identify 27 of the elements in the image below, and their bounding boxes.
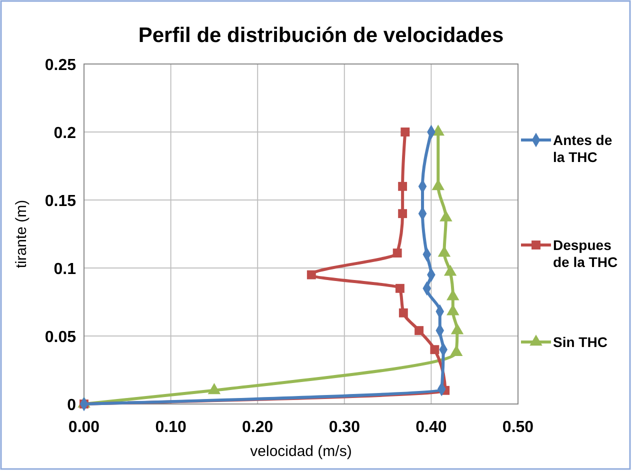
y-tick-label: 0.2 <box>54 125 76 142</box>
x-axis-title: velocidad (m/s) <box>250 443 352 460</box>
chart-title: Perfil de distribución de velocidades <box>138 24 504 47</box>
x-tick-label: 0.20 <box>242 419 274 436</box>
point <box>398 182 408 191</box>
point <box>392 248 402 258</box>
x-tick-label: 0.00 <box>68 419 100 436</box>
legend-label: Despues de la THC <box>553 237 618 270</box>
x-tick-label: 0.40 <box>416 419 447 436</box>
legend-label: Sin THC <box>553 334 608 350</box>
y-axis-title: tirante (m) <box>13 200 30 268</box>
x-tick-label: 0.50 <box>502 419 534 436</box>
point <box>306 270 316 280</box>
y-tick-label: 0.15 <box>44 193 76 210</box>
point <box>398 209 408 218</box>
legend-label: Antes de la THC <box>553 132 612 165</box>
y-tick-label: 0.1 <box>54 261 76 278</box>
x-tick-label: 0.30 <box>328 419 360 436</box>
point <box>430 345 440 354</box>
y-tick-label: 0.05 <box>44 329 76 346</box>
x-tick-label: 0.10 <box>155 419 186 436</box>
point <box>414 326 424 336</box>
point <box>400 128 410 136</box>
y-tick-label: 0.25 <box>44 57 76 74</box>
point <box>398 308 408 318</box>
y-tick-label: 0 <box>67 397 76 414</box>
point <box>395 284 404 293</box>
